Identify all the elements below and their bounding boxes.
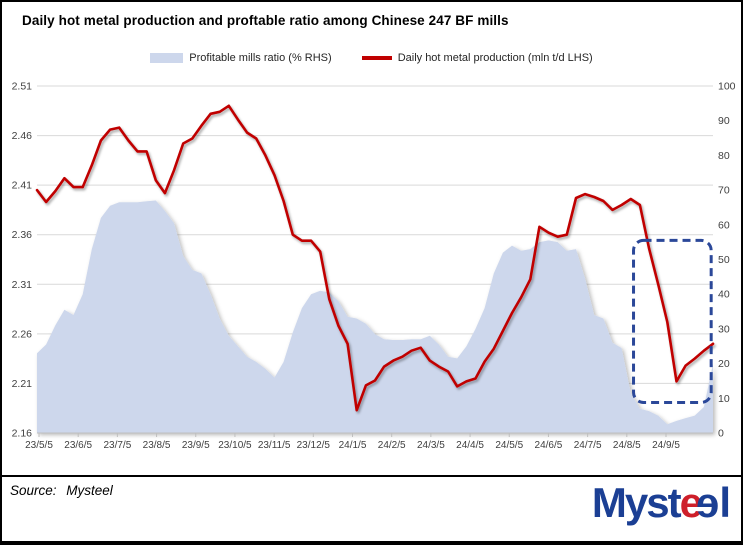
rhs-tick-label: 0 (718, 428, 724, 440)
rhs-tick-label: 20 (718, 358, 730, 370)
lhs-tick-label: 2.36 (12, 229, 33, 241)
rhs-tick-label: 80 (718, 150, 730, 162)
legend-label-ratio: Profitable mills ratio (% RHS) (189, 52, 332, 64)
area-swatch-icon (150, 53, 184, 63)
x-tick-label: 23/9/5 (182, 440, 210, 451)
x-tick-label: 24/7/5 (574, 440, 602, 451)
legend-label-production: Daily hot metal production (mln t/d LHS) (397, 52, 593, 64)
legend: Profitable mills ratio (% RHS) Daily hot… (2, 52, 741, 64)
source-value: Mysteel (66, 483, 113, 498)
rhs-tick-label: 100 (718, 81, 736, 93)
x-tick-label: 24/1/5 (339, 440, 367, 451)
x-tick-label: 24/2/5 (378, 440, 406, 451)
rhs-tick-label: 70 (718, 185, 730, 197)
highlight-box (632, 238, 713, 404)
lhs-tick-label: 2.26 (12, 328, 33, 340)
rhs-tick-label: 30 (718, 323, 730, 335)
legend-item-ratio: Profitable mills ratio (% RHS) (150, 52, 332, 64)
footer: Source: Mysteel Mysteel (2, 477, 741, 541)
rhs-tick-label: 60 (718, 219, 730, 231)
x-tick-label: 23/6/5 (64, 440, 92, 451)
x-tick-label: 23/5/5 (25, 440, 53, 451)
chart-canvas: 23/5/5 23/6/5 23/7/5 23/8/5 23/9/5 23/10/5 23/… (12, 81, 736, 452)
logo-part-red-e: e (679, 479, 703, 526)
chart-zone: Daily hot metal production and proftable… (2, 2, 741, 477)
logo-part-l: l (719, 479, 731, 526)
source-line: Source: Mysteel (10, 483, 113, 498)
lhs-tick-label: 2.41 (12, 180, 33, 192)
logo-part-flipped-e: e (697, 479, 720, 526)
lhs-tick-label: 2.31 (12, 279, 33, 291)
lhs-tick-label: 2.51 (12, 81, 33, 93)
x-tick-label: 23/11/5 (258, 440, 291, 451)
lhs-tick-label: 2.46 (12, 130, 33, 142)
production-line-series (35, 104, 715, 412)
x-tick-label: 24/9/5 (652, 440, 680, 451)
legend-item-production: Daily hot metal production (mln t/d LHS) (361, 52, 593, 64)
x-tick-label: 24/8/5 (613, 440, 641, 451)
x-tick-label: 24/6/5 (535, 440, 563, 451)
x-tick-label: 23/12/5 (297, 440, 331, 451)
rhs-tick-label: 50 (718, 254, 730, 266)
rhs-tick-label: 40 (718, 289, 730, 301)
x-tick-label: 23/8/5 (143, 440, 171, 451)
lhs-tick-label: 2.16 (12, 428, 33, 440)
x-tick-label: 24/5/5 (495, 440, 523, 451)
ratio-area-series (37, 200, 713, 433)
x-tick-label: 24/4/5 (456, 440, 484, 451)
source-label: Source: (10, 483, 57, 498)
x-tick-label: 24/3/5 (417, 440, 445, 451)
line-swatch-icon (361, 56, 392, 60)
mysteel-logo: Mysteel (591, 479, 731, 527)
lhs-tick-label: 2.21 (12, 378, 33, 390)
rhs-tick-label: 90 (718, 115, 730, 127)
rhs-tick-label: 10 (718, 393, 730, 405)
page-title: Daily hot metal production and proftable… (22, 13, 509, 28)
x-tick-label: 23/7/5 (103, 440, 131, 451)
x-tick-label: 23/10/5 (218, 440, 252, 451)
logo-part-myst: Myst (591, 479, 682, 526)
